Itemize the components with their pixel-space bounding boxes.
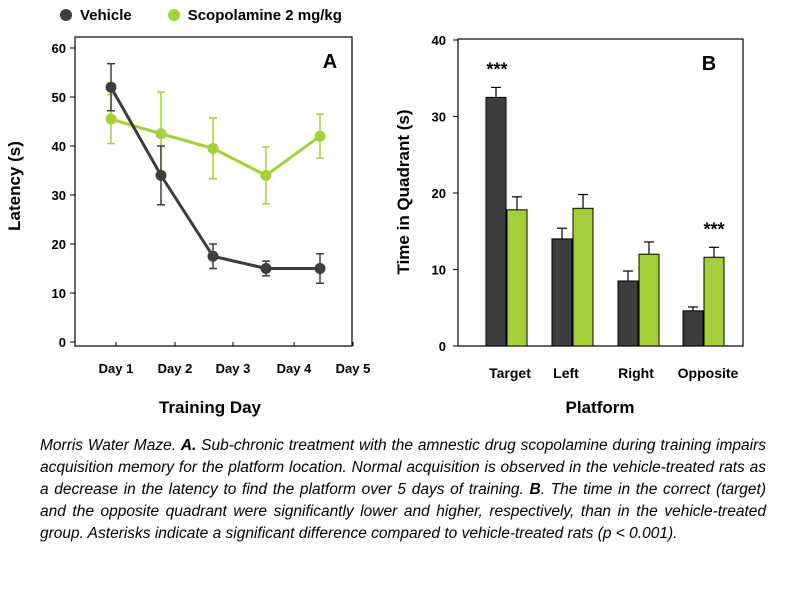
panel-a-ytick-label: 60	[52, 41, 66, 56]
panel-a-point-scopolamine	[105, 113, 117, 125]
panel-a-ytick-label: 30	[52, 188, 66, 203]
panel-b-bar-scopolamine	[506, 209, 528, 347]
panel-b-xtick-label: Left	[553, 365, 579, 381]
panel-b-bar-vehicle	[682, 310, 704, 347]
panel-a-xtick-label: Day 5	[336, 361, 371, 376]
panel-a-frame	[74, 36, 353, 347]
panel-a-point-vehicle	[314, 263, 326, 274]
panel-b-significance-annotation: ***	[703, 219, 724, 239]
caption-a-text: Sub-chronic treatment with the amnestic …	[40, 437, 766, 498]
figure-caption: Morris Water Maze. A. Sub-chronic treatm…	[40, 435, 766, 545]
panel-a-point-vehicle	[260, 263, 272, 274]
legend-dot-vehicle	[60, 9, 72, 21]
panel-a-ytick-label: 40	[52, 139, 66, 154]
panel-b-bar-scopolamine	[703, 256, 725, 347]
panel-a-xlabel: Training Day	[159, 398, 262, 417]
panel-b-ytick-label: 0	[439, 339, 446, 354]
caption-b-label: B	[529, 481, 541, 498]
panel-b-bar-vehicle	[485, 96, 507, 347]
panel-a-point-scopolamine	[155, 128, 167, 140]
panel-a-ytick-label: 0	[59, 335, 66, 350]
panel-a-ylabel: Latency (s)	[5, 141, 24, 231]
panel-a-point-scopolamine	[260, 169, 272, 181]
panel-a-xtick-label: Day 1	[99, 361, 134, 376]
panel-a-ytick-label: 20	[52, 237, 66, 252]
panel-a-line-vehicle	[109, 86, 320, 270]
panel-b-xtick-label: Opposite	[678, 365, 739, 381]
panel-b-label: B	[702, 53, 716, 75]
panel-b-ylabel: Time in Quadrant (s)	[394, 110, 413, 275]
panel-b-bar-scopolamine	[572, 207, 594, 347]
panel-a-xtick-label: Day 3	[216, 361, 251, 376]
panel-b-xlabel: Platform	[566, 398, 635, 417]
legend-label-scopolamine: Scopolamine 2 mg/kg	[187, 6, 342, 24]
panel-a-xtick-label: Day 4	[277, 361, 312, 376]
panel-b-bar-vehicle	[551, 238, 573, 347]
panel-b-ytick-label: 20	[432, 186, 446, 201]
panel-a-point-vehicle	[155, 169, 167, 181]
panel-b-bar-scopolamine	[638, 253, 660, 347]
legend-dot-scopolamine	[167, 9, 180, 21]
caption-b-text: . The time in the correct (target) and t…	[40, 481, 766, 542]
panel-b-ytick-label: 10	[432, 263, 446, 278]
panel-a-point-scopolamine	[207, 142, 219, 154]
panel-b-bar-vehicle	[617, 280, 639, 347]
caption-a-label: A.	[180, 437, 197, 454]
panel-b-xtick-label: Target	[489, 365, 531, 381]
panel-b-significance-annotation: ***	[486, 59, 507, 79]
panel-a-ytick-label: 50	[52, 90, 66, 105]
legend-item-scopolamine: Scopolamine 2 mg/kg	[167, 6, 342, 24]
legend-label-vehicle: Vehicle	[80, 6, 132, 24]
legend: Vehicle Scopolamine 2 mg/kg	[60, 4, 342, 26]
panel-b-xtick-label: Right	[618, 365, 654, 381]
panel-b-ytick-label: 40	[432, 33, 446, 48]
panel-a-point-vehicle	[207, 250, 219, 262]
panel-b-ytick-label: 30	[432, 110, 446, 125]
chart-figure: 0 10 20 30 40 50 60 Day 1 Day 2 Day 3 Day 4 Day 5 Tr…	[5, 33, 744, 417]
panel-a-ytick-label: 10	[52, 286, 66, 301]
panel-a-point-scopolamine	[314, 130, 326, 142]
panel-a-point-vehicle	[105, 81, 117, 93]
caption-lead: Morris Water Maze.	[40, 437, 181, 454]
panel-a-label: A	[323, 51, 337, 73]
panel-a-xtick-label: Day 2	[158, 361, 193, 376]
legend-item-vehicle: Vehicle	[60, 7, 132, 24]
